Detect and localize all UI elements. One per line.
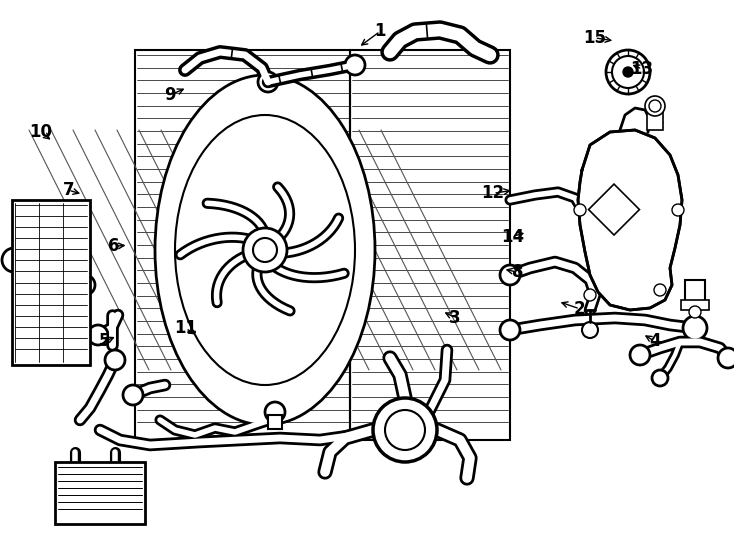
Bar bbox=[647, 102, 663, 130]
Circle shape bbox=[265, 402, 285, 422]
Circle shape bbox=[243, 228, 287, 272]
Ellipse shape bbox=[155, 75, 375, 425]
Bar bbox=[685, 280, 705, 305]
Text: 4: 4 bbox=[649, 332, 661, 350]
Polygon shape bbox=[578, 130, 682, 310]
Circle shape bbox=[672, 204, 684, 216]
Text: 7: 7 bbox=[62, 181, 74, 199]
Circle shape bbox=[75, 275, 95, 295]
Text: 8: 8 bbox=[512, 263, 523, 281]
Circle shape bbox=[88, 325, 108, 345]
Text: 6: 6 bbox=[108, 237, 120, 255]
Bar bbox=[268, 415, 282, 429]
Circle shape bbox=[623, 67, 633, 77]
Circle shape bbox=[345, 55, 365, 75]
Bar bbox=[681, 300, 709, 310]
Circle shape bbox=[652, 370, 668, 386]
Circle shape bbox=[258, 72, 278, 92]
Circle shape bbox=[689, 306, 701, 318]
Circle shape bbox=[612, 56, 644, 88]
Circle shape bbox=[630, 345, 650, 365]
Bar bbox=[135, 50, 350, 440]
Circle shape bbox=[645, 96, 665, 116]
Bar bbox=[589, 184, 639, 235]
Circle shape bbox=[574, 204, 586, 216]
Text: 12: 12 bbox=[482, 184, 505, 202]
Circle shape bbox=[584, 289, 596, 301]
Circle shape bbox=[718, 348, 734, 368]
Bar bbox=[12, 200, 90, 365]
Text: 14: 14 bbox=[501, 227, 524, 246]
Circle shape bbox=[654, 284, 666, 296]
Circle shape bbox=[649, 100, 661, 112]
Text: 10: 10 bbox=[29, 123, 52, 141]
Text: 11: 11 bbox=[174, 319, 197, 338]
Text: 5: 5 bbox=[99, 332, 111, 350]
Text: 3: 3 bbox=[449, 308, 461, 327]
Bar bbox=[55, 462, 145, 524]
Text: 9: 9 bbox=[164, 86, 176, 104]
Circle shape bbox=[683, 316, 707, 340]
Circle shape bbox=[385, 410, 425, 450]
Circle shape bbox=[253, 238, 277, 262]
Circle shape bbox=[105, 350, 125, 370]
Circle shape bbox=[2, 248, 26, 272]
Text: 1: 1 bbox=[374, 22, 386, 40]
Circle shape bbox=[606, 50, 650, 94]
Text: 15: 15 bbox=[583, 29, 606, 47]
Circle shape bbox=[373, 398, 437, 462]
Text: 2: 2 bbox=[574, 300, 586, 318]
Circle shape bbox=[500, 265, 520, 285]
Circle shape bbox=[500, 320, 520, 340]
Text: 13: 13 bbox=[631, 60, 654, 78]
Circle shape bbox=[582, 322, 598, 338]
Circle shape bbox=[123, 385, 143, 405]
Bar bbox=[350, 50, 510, 440]
